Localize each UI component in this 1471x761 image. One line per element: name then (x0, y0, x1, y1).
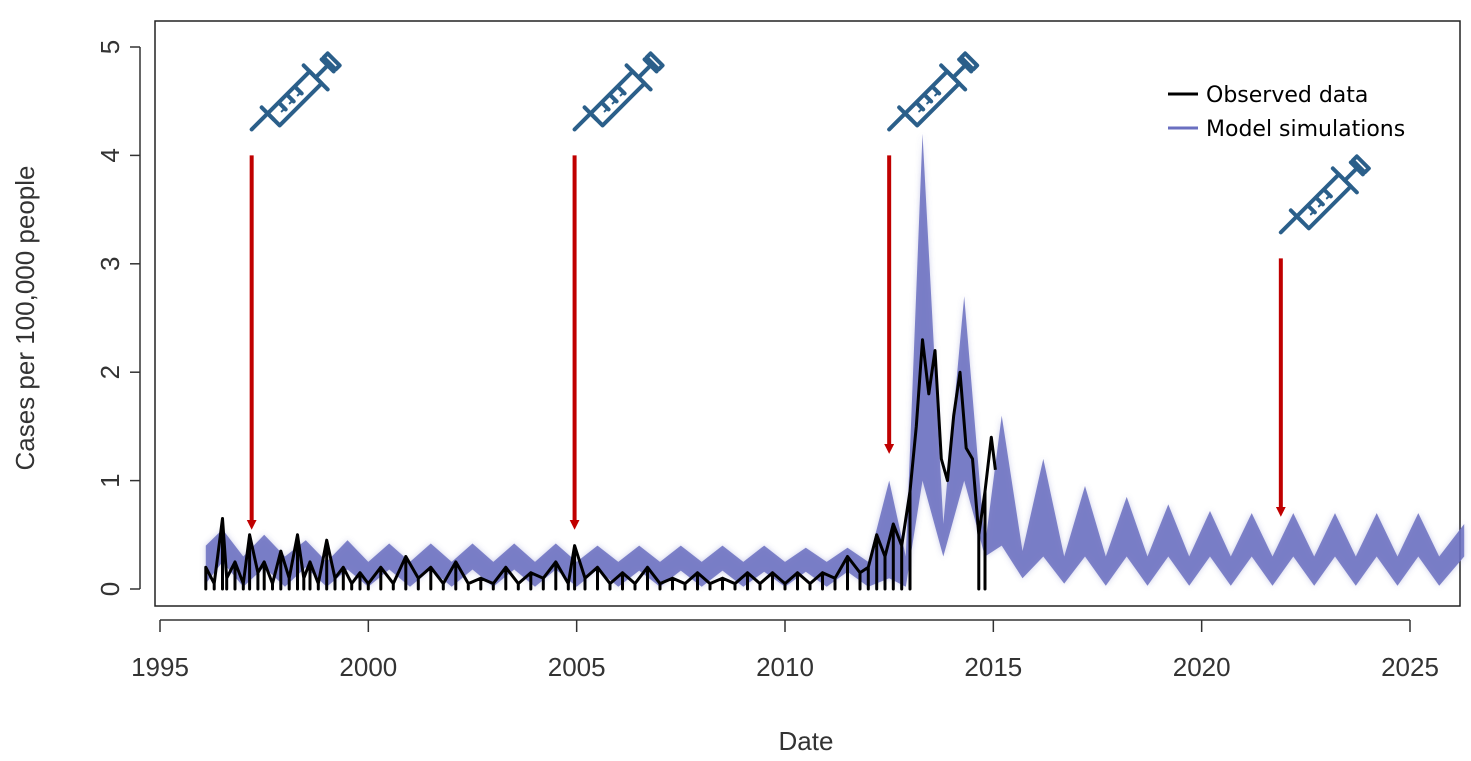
model-band-halo (205, 133, 1465, 587)
y-tick-label: 4 (95, 148, 125, 162)
x-tick-label: 1995 (131, 652, 189, 682)
syringe-icon (1278, 154, 1371, 235)
x-tick-label: 2000 (339, 652, 397, 682)
y-tick-label: 3 (95, 257, 125, 271)
plot-frame (154, 20, 1461, 607)
y-tick-label: 5 (95, 40, 125, 54)
y-axis-title: Cases per 100,000 people (10, 165, 40, 470)
x-tick-label: 2010 (756, 652, 814, 682)
x-axis-title: Date (779, 726, 834, 756)
y-tick-label: 2 (95, 365, 125, 379)
y-tick-label: 0 (95, 582, 125, 596)
x-tick-label: 2015 (964, 652, 1022, 682)
y-axis: 0 1 2 3 4 5 (95, 40, 141, 596)
model-band (205, 133, 1465, 587)
observed-data-line (204, 338, 997, 591)
syringe-icon (887, 51, 980, 132)
legend-label-model: Model simulations (1206, 117, 1405, 142)
y-tick-label: 1 (95, 473, 125, 487)
x-tick-label: 2020 (1173, 652, 1231, 682)
observed-data-line-group (204, 338, 997, 591)
syringe-icon (572, 51, 665, 132)
x-tick-label: 2025 (1381, 652, 1439, 682)
model-simulations-band (205, 133, 1465, 587)
x-axis: 1995 2000 2005 2010 2015 2020 2025 (131, 619, 1439, 682)
vaccination-annotations (246, 51, 1371, 530)
syringe-icon (249, 51, 342, 132)
x-tick-label: 2005 (548, 652, 606, 682)
legend-label-observed: Observed data (1206, 83, 1368, 108)
legend: Observed data Model simulations (1168, 83, 1405, 142)
